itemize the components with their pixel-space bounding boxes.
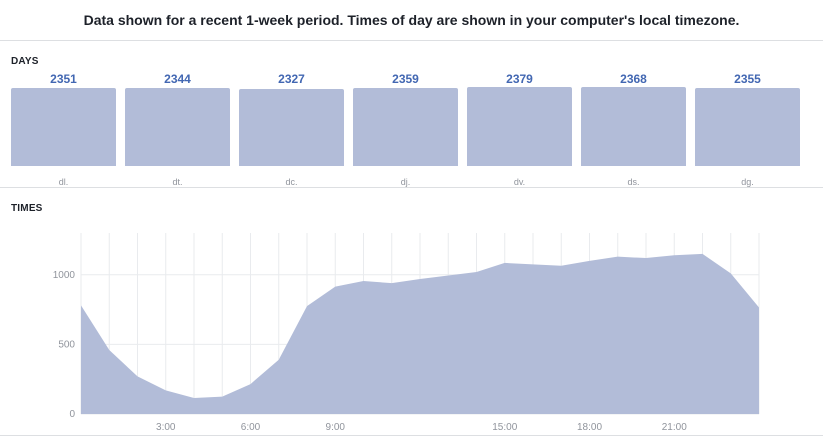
x-tick-label: 15:00 xyxy=(492,422,517,433)
day-column: 2368 ds. xyxy=(581,66,686,190)
times-area-series xyxy=(81,253,759,414)
day-value-label: 2351 xyxy=(50,72,77,86)
header-title: Data shown for a recent 1-week period. T… xyxy=(83,12,740,28)
day-name-label: dl. xyxy=(58,177,69,187)
y-tick-label: 1000 xyxy=(53,270,76,281)
day-column: 2355 dg. xyxy=(695,66,800,190)
day-bar xyxy=(467,87,572,166)
bottom-divider xyxy=(0,435,823,436)
x-tick-label: 18:00 xyxy=(577,422,602,433)
day-value-label: 2359 xyxy=(392,71,419,86)
x-tick-label: 3:00 xyxy=(156,422,176,433)
day-name-label: ds. xyxy=(627,177,640,187)
days-section-label: DAYS xyxy=(11,56,39,67)
day-value-label: 2355 xyxy=(734,71,761,86)
day-bar xyxy=(125,88,230,166)
times-area-chart: 1000 500 0 3:00 6:00 9:00 15:00 18:00 21:00 xyxy=(53,233,760,433)
day-name-label: dc. xyxy=(285,177,298,187)
day-name-label: dj. xyxy=(400,177,411,187)
day-value-label: 2379 xyxy=(506,71,533,86)
day-value-label: 2344 xyxy=(164,72,191,87)
page-header: Data shown for a recent 1-week period. T… xyxy=(0,0,823,41)
day-name-label: dg. xyxy=(741,177,754,187)
day-bar xyxy=(581,87,686,166)
day-column: 2327 dc. xyxy=(239,66,344,190)
x-tick-label: 9:00 xyxy=(326,422,346,433)
section-divider xyxy=(0,187,823,188)
day-bar xyxy=(353,87,458,166)
day-column: 2351 dl. xyxy=(11,66,116,190)
day-column: 2379 dv. xyxy=(467,66,572,190)
x-tick-label: 21:00 xyxy=(662,422,687,433)
day-column: 2344 dt. xyxy=(125,66,230,190)
x-tick-label: 6:00 xyxy=(241,422,261,433)
day-column: 2359 dj. xyxy=(353,66,458,190)
y-tick-label: 0 xyxy=(69,409,75,420)
y-tick-label: 500 xyxy=(58,339,75,350)
day-bar xyxy=(695,87,800,166)
day-bar xyxy=(11,87,116,166)
day-value-label: 2368 xyxy=(620,71,647,86)
times-section-label: TIMES xyxy=(11,203,43,214)
day-name-label: dt. xyxy=(172,177,183,187)
day-bar xyxy=(239,88,344,166)
day-name-label: dv. xyxy=(513,177,526,187)
day-value-label: 2327 xyxy=(278,72,305,87)
